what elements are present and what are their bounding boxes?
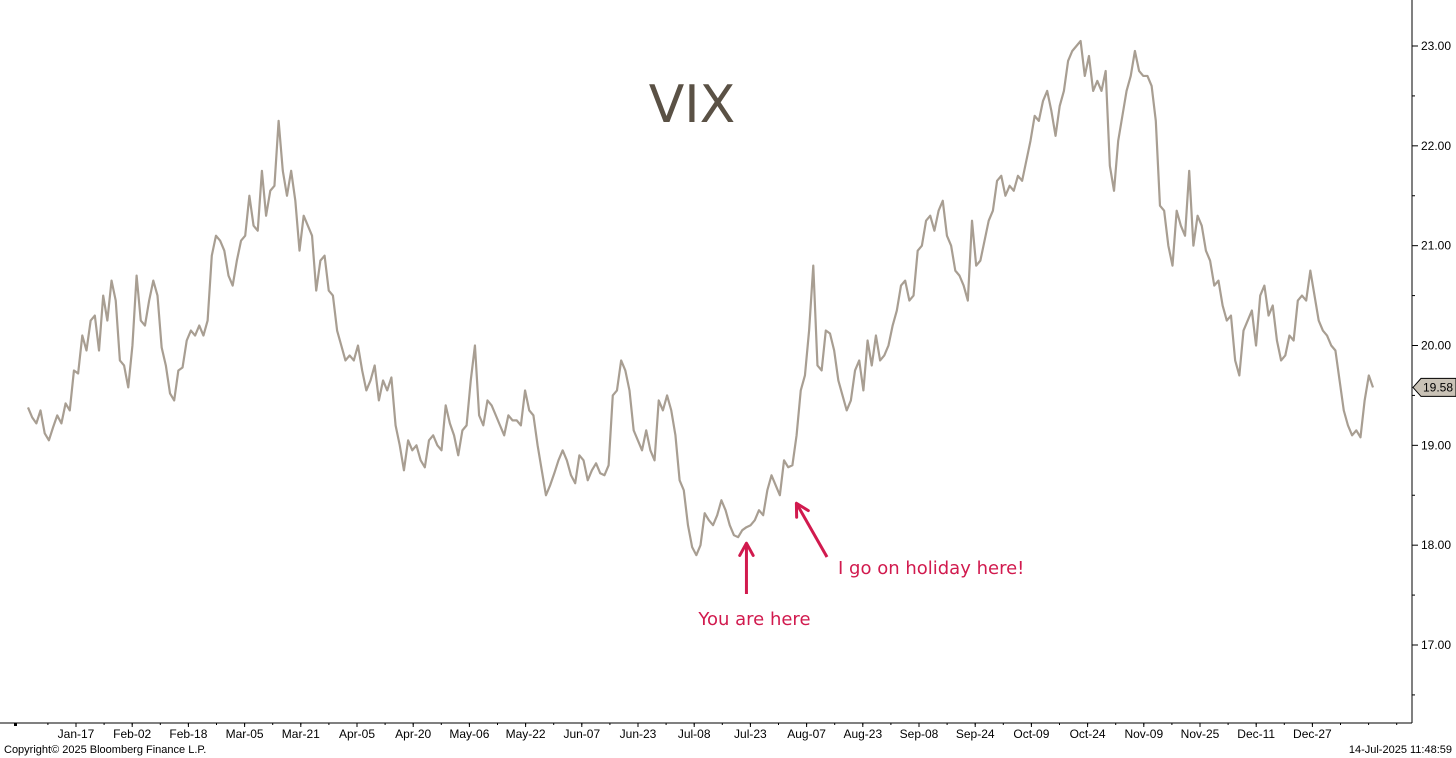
x-tick-label: Dec-27 [1293, 727, 1332, 741]
you-are-here-arrow [738, 541, 755, 594]
x-tick-label: Oct-24 [1070, 727, 1106, 741]
x-tick-label: Jun-07 [563, 727, 600, 741]
x-tick-label: Feb-02 [113, 727, 151, 741]
y-tick-label: 23.00 [1421, 39, 1451, 53]
holiday-arrow-head [794, 501, 810, 519]
y-tick-label: 22.00 [1421, 139, 1451, 153]
x-tick-label: Feb-18 [169, 727, 207, 741]
y-tick-label: 21.00 [1421, 239, 1451, 253]
x-tick-label: Aug-23 [843, 727, 882, 741]
chart-title: VIX [649, 75, 736, 135]
x-tick-label: Aug-07 [787, 727, 826, 741]
last-value-label: 19.58 [1423, 380, 1453, 394]
you-are-here-arrow-head [738, 541, 755, 557]
y-tick-label: 17.00 [1421, 638, 1451, 652]
x-tick-label: May-06 [449, 727, 489, 741]
vix-series-line [26, 39, 1375, 557]
axis-layer: 17.00 18.00 19.00 20.00 21.00 22.00 23.00 Jan-1… [0, 0, 1456, 741]
x-axis-start-mark [14, 723, 17, 726]
annotation-layer: You are here I go on holiday here! [697, 501, 1024, 630]
x-tick-label: Jul-08 [678, 727, 711, 741]
you-are-here-label: You are here [697, 609, 810, 630]
x-tick-label: Nov-25 [1181, 727, 1220, 741]
x-tick-label: Mar-21 [282, 727, 320, 741]
timestamp-text: 14-Jul-2025 11:48:59 [1349, 744, 1452, 756]
x-tick-label: Apr-20 [395, 727, 431, 741]
x-tick-label: Jul-23 [734, 727, 767, 741]
series-layer [26, 39, 1375, 557]
x-tick-label: Sep-24 [956, 727, 995, 741]
x-tick-label: Dec-11 [1237, 727, 1275, 741]
x-tick-label: Nov-09 [1124, 727, 1163, 741]
holiday-arrow-shaft [795, 502, 829, 558]
x-tick-label: Sep-08 [900, 727, 939, 741]
y-tick-label: 20.00 [1421, 339, 1451, 353]
y-tick-label: 18.00 [1421, 538, 1451, 552]
x-tick-label: Apr-05 [339, 727, 375, 741]
x-tick-label: Jun-23 [620, 727, 657, 741]
x-tick-label: May-22 [506, 727, 546, 741]
copyright-text: Copyright© 2025 Bloomberg Finance L.P. [4, 744, 206, 756]
x-tick-label: Oct-09 [1013, 727, 1049, 741]
y-tick-label: 19.00 [1421, 438, 1451, 452]
holiday-label: I go on holiday here! [838, 558, 1024, 579]
holiday-arrow [794, 501, 829, 558]
last-value-badge [1412, 377, 1456, 397]
x-tick-label: Jan-17 [58, 727, 95, 741]
x-tick-label: Mar-05 [226, 727, 264, 741]
